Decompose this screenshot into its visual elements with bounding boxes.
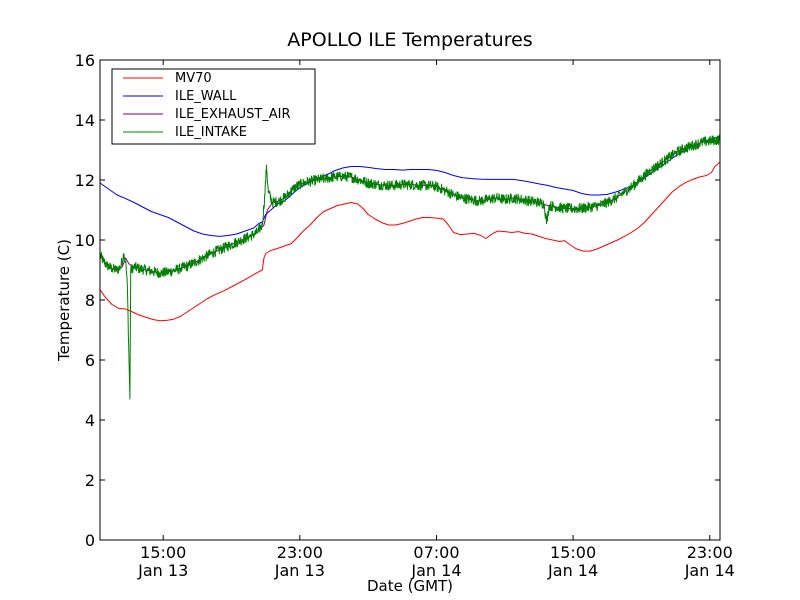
y-tick-label: 14 (75, 111, 95, 130)
x-tick-label-time: 07:00 (413, 543, 459, 562)
series-layer (99, 134, 721, 400)
legend-label: ILE_INTAKE (175, 125, 247, 140)
x-tick-label-date: Jan 14 (410, 561, 461, 580)
y-tick-label: 4 (85, 411, 95, 430)
x-tick-label-time: 15:00 (550, 543, 596, 562)
series-line-ile-wall (99, 136, 721, 237)
x-axis-label: Date (GMT) (367, 577, 453, 595)
x-tick-label-time: 15:00 (140, 543, 186, 562)
legend-label: MV70 (175, 71, 212, 86)
x-tick-label-date: Jan 14 (684, 561, 735, 580)
y-tick-label: 10 (75, 231, 95, 250)
legend-label: ILE_WALL (175, 89, 237, 104)
x-tick-label-time: 23:00 (687, 543, 733, 562)
series-line-ile-intake (99, 134, 721, 400)
y-axis: 0 2 4 6 8 10 12 14 16 (75, 51, 720, 550)
y-tick-label: 2 (85, 471, 95, 490)
legend-label: ILE_EXHAUST_AIR (175, 107, 291, 122)
x-tick-label-time: 23:00 (277, 543, 323, 562)
x-tick-label-date: Jan 14 (547, 561, 598, 580)
chart-title: APOLLO ILE Temperatures (287, 29, 532, 51)
series-line-mv70 (99, 161, 721, 322)
x-tick-label-date: Jan 13 (274, 561, 325, 580)
y-tick-label: 12 (75, 171, 95, 190)
legend: MV70 ILE_WALL ILE_EXHAUST_AIR ILE_INTAKE (111, 68, 316, 145)
y-tick-label: 0 (85, 531, 95, 550)
y-tick-label: 6 (85, 351, 95, 370)
y-tick-label: 16 (75, 51, 95, 70)
y-axis-label: Temperature (C) (55, 239, 73, 362)
legend-entries: MV70 ILE_WALL ILE_EXHAUST_AIR ILE_INTAKE (123, 71, 291, 140)
x-tick-label-date: Jan 13 (137, 561, 188, 580)
y-tick-label: 8 (85, 291, 95, 310)
